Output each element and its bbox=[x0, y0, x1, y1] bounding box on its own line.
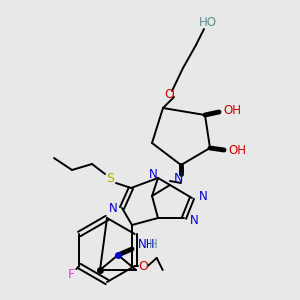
Text: N: N bbox=[199, 190, 208, 202]
Text: N: N bbox=[190, 214, 199, 227]
Text: F: F bbox=[68, 268, 75, 281]
Text: O: O bbox=[138, 260, 148, 272]
Text: N: N bbox=[173, 172, 183, 185]
Text: OH: OH bbox=[223, 104, 241, 118]
Text: NH: NH bbox=[138, 238, 155, 251]
Text: N: N bbox=[109, 202, 117, 214]
Text: H: H bbox=[149, 238, 158, 251]
Text: HO: HO bbox=[199, 16, 217, 28]
Text: O: O bbox=[164, 88, 174, 100]
Text: OH: OH bbox=[228, 143, 246, 157]
Text: S: S bbox=[106, 172, 114, 184]
Text: N: N bbox=[148, 167, 158, 181]
